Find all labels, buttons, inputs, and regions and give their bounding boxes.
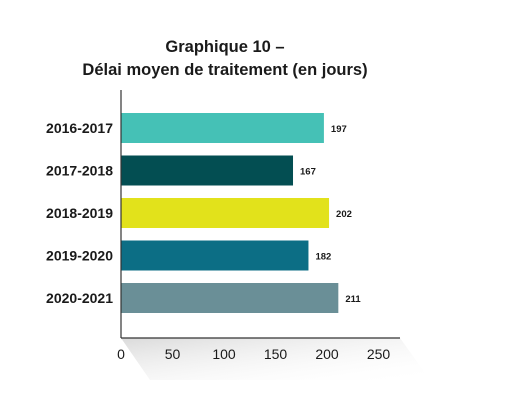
value-labels-group: 197 167 202 182 211 xyxy=(300,124,361,305)
bar-2018-2019 xyxy=(121,198,330,228)
value-label: 167 xyxy=(300,167,316,178)
x-tick-label: 150 xyxy=(264,346,288,362)
bar-2017-2018 xyxy=(121,155,294,186)
category-label: 2018-2019 xyxy=(46,205,113,221)
x-tick-label: 0 xyxy=(117,346,125,362)
category-label: 2016-2017 xyxy=(46,120,113,136)
x-tick-label: 200 xyxy=(315,346,339,362)
bar-2019-2020 xyxy=(121,240,309,271)
value-label: 202 xyxy=(336,209,352,220)
category-label: 2017-2018 xyxy=(46,163,113,179)
axis-shadow xyxy=(121,338,430,380)
category-label: 2019-2020 xyxy=(46,248,113,264)
bars-group xyxy=(121,113,339,313)
x-tick-labels-group: 0 50 100 150 200 250 xyxy=(117,346,390,362)
value-label: 211 xyxy=(345,294,361,305)
bar-2020-2021 xyxy=(121,283,339,313)
category-labels-group: 2016-2017 2017-2018 2018-2019 2019-2020 2020… xyxy=(46,120,113,306)
value-label: 197 xyxy=(331,124,347,135)
chart-title-line-2: Délai moyen de traitement (en jours) xyxy=(82,61,367,79)
bar-2016-2017 xyxy=(121,113,324,143)
chart-title-line-1: Graphique 10 – xyxy=(165,38,284,56)
value-label: 182 xyxy=(315,252,331,263)
x-tick-label: 50 xyxy=(165,346,181,362)
x-tick-label: 250 xyxy=(367,346,391,362)
x-tick-label: 100 xyxy=(212,346,236,362)
category-label: 2020-2021 xyxy=(46,290,113,306)
